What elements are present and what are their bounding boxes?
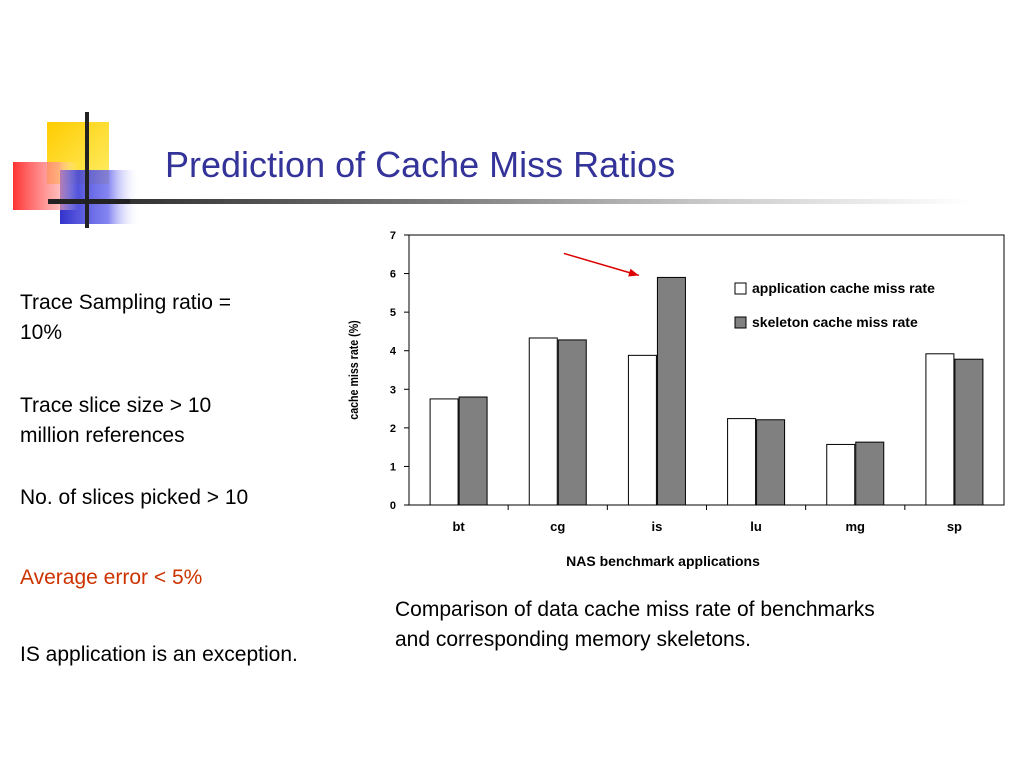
bar-skeleton-bt [458, 396, 488, 506]
legend-label: application cache miss rate [752, 280, 935, 296]
bar-skeleton-cg [557, 339, 587, 506]
logo-horizontal-bar [48, 199, 140, 204]
bar-application-cg [528, 337, 558, 506]
y-tick-label: 6 [390, 269, 396, 281]
y-tick-label: 7 [390, 230, 396, 242]
y-tick-label: 5 [390, 307, 396, 319]
page-title: Prediction of Cache Miss Ratios [165, 144, 676, 185]
bar-application-bt [429, 398, 459, 506]
y-tick-label: 1 [390, 461, 396, 473]
bullet-sampling-ratio: Trace Sampling ratio = 10% [20, 288, 231, 348]
y-tick-label: 0 [390, 500, 396, 512]
bullet-line: million references [20, 424, 185, 447]
bullet-line: 10% [20, 321, 63, 344]
bullet-average-error: Average error < 5% [20, 563, 202, 593]
bullet-line: IS application is an exception. [20, 643, 298, 666]
x-tick-label: lu [750, 519, 762, 534]
legend-swatch [734, 316, 747, 329]
x-tick-label: sp [947, 519, 962, 534]
x-tick-label: cg [550, 519, 565, 534]
y-tick-label: 2 [390, 423, 396, 435]
legend-swatch [734, 282, 747, 295]
bar-skeleton-lu [756, 419, 786, 506]
bullet-line: Trace Sampling ratio = [20, 291, 232, 314]
bar-skeleton-mg [855, 441, 885, 506]
bar-skeleton-sp [954, 358, 984, 506]
chart-legend: application cache miss rate skeleton cach… [734, 280, 935, 330]
y-tick-label: 4 [390, 346, 397, 358]
y-axis-label: cache miss rate (%) [346, 320, 361, 419]
decorative-logo [13, 112, 140, 228]
x-tick-label: is [651, 519, 662, 534]
chart-caption: Comparison of data cache miss rate of be… [395, 595, 995, 655]
plot-frame [408, 234, 1005, 506]
chart-axes: 0 1 2 3 4 5 6 7 bt cg is lu mg sp [390, 230, 1005, 534]
chart-bars [429, 276, 984, 506]
x-axis-label: NAS benchmark applications [566, 553, 760, 569]
bar-application-is [627, 354, 657, 506]
bullet-slices-picked: No. of slices picked > 10 [20, 483, 248, 513]
bar-application-sp [925, 353, 955, 506]
logo-vertical-bar [85, 112, 89, 228]
bullet-line: No. of slices picked > 10 [20, 486, 249, 509]
bullet-line: Average error < 5% [20, 566, 203, 589]
bar-skeleton-is [656, 276, 686, 506]
legend-label: skeleton cache miss rate [752, 314, 918, 330]
bar-application-lu [727, 418, 757, 506]
bullet-is-exception: IS application is an exception. [20, 640, 298, 670]
bar-application-mg [826, 443, 856, 506]
annotation-arrow [563, 252, 640, 277]
y-tick-label: 3 [390, 384, 396, 396]
x-tick-label: mg [846, 519, 866, 534]
title-divider [130, 199, 970, 204]
bullet-slice-size: Trace slice size > 10 million references [20, 391, 211, 451]
caption-line: Comparison of data cache miss rate of be… [395, 598, 875, 621]
bullet-line: Trace slice size > 10 [20, 394, 212, 417]
caption-line: and corresponding memory skeletons. [395, 628, 752, 651]
bar-chart: 0 1 2 3 4 5 6 7 bt cg is lu mg sp application cache m… [346, 230, 1005, 569]
x-tick-label: bt [452, 519, 465, 534]
